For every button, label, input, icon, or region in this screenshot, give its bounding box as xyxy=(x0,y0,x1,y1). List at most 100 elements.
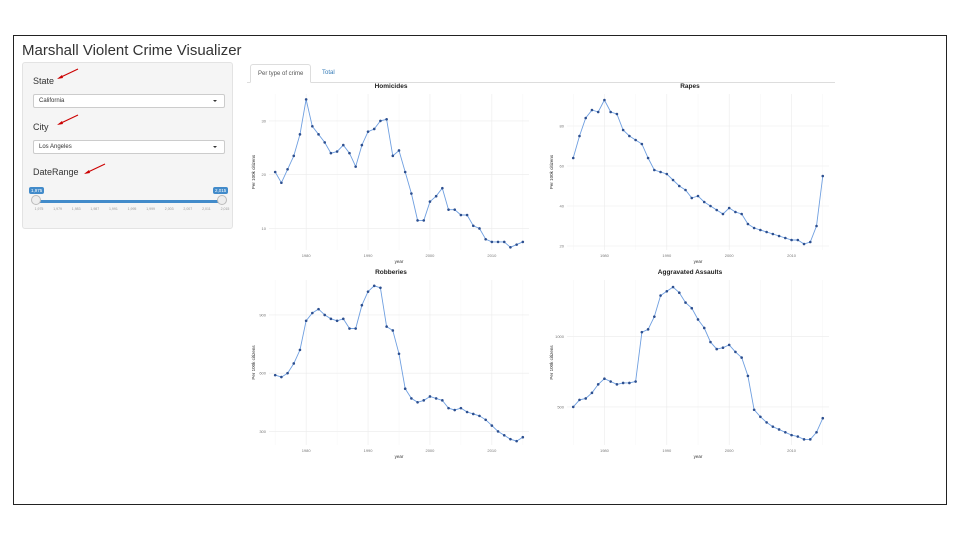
data-point xyxy=(490,424,494,427)
x-axis-label: year xyxy=(694,454,703,459)
data-point xyxy=(341,143,345,147)
city-select[interactable]: Los Angeles xyxy=(33,140,225,154)
data-point xyxy=(385,117,388,121)
tab-total[interactable]: Total xyxy=(322,70,335,76)
chart-svg: 1980 1990 2000 2010 20 40 60 80 year Per 100k cit… xyxy=(549,94,829,264)
data-point xyxy=(621,381,625,385)
data-point xyxy=(465,410,469,414)
x-tick-label: 1990 xyxy=(662,448,672,453)
data-point xyxy=(752,226,756,230)
tab-per-type-of-crime[interactable]: Per type of crime xyxy=(250,64,312,83)
chart-panel: 1980 1990 2000 2010 10 20 30 year Per 100k citiz… xyxy=(247,82,535,265)
annotation-arrow-icon xyxy=(84,163,106,174)
data-point xyxy=(603,98,606,102)
data-point xyxy=(478,227,481,230)
slider-tick-label: 1,987 xyxy=(90,207,100,211)
y-axis-label: Per 100k citizens xyxy=(251,154,256,189)
data-point xyxy=(653,168,656,172)
chart-title: Rapes xyxy=(680,83,700,90)
x-tick-label: 1980 xyxy=(600,253,610,258)
y-tick-label: 30 xyxy=(262,118,267,123)
chart-title: Robberies xyxy=(375,269,407,276)
x-tick-label: 1990 xyxy=(364,448,374,453)
range-min-handle[interactable] xyxy=(31,195,41,205)
data-point xyxy=(348,151,351,155)
data-point xyxy=(634,138,637,142)
x-axis-label: year xyxy=(395,259,404,264)
data-point xyxy=(311,124,314,128)
data-point xyxy=(515,243,518,246)
data-point xyxy=(391,154,395,158)
data-point xyxy=(734,210,737,214)
data-point xyxy=(416,219,419,222)
x-tick-label: 2000 xyxy=(725,253,735,258)
data-point xyxy=(465,213,469,217)
data-point xyxy=(709,340,712,344)
data-point xyxy=(665,289,669,293)
data-point xyxy=(821,174,825,178)
data-point xyxy=(609,380,612,383)
data-point xyxy=(317,133,320,136)
data-point xyxy=(323,313,327,317)
data-point xyxy=(640,330,644,334)
data-point xyxy=(790,433,793,437)
state-select[interactable]: California xyxy=(33,94,225,108)
data-point xyxy=(453,408,457,412)
range-max-handle[interactable] xyxy=(217,195,227,205)
data-point xyxy=(496,430,500,433)
slider-tick-label: 2,007 xyxy=(183,207,193,211)
data-point xyxy=(721,346,725,349)
data-point xyxy=(286,168,289,171)
data-point xyxy=(590,391,594,395)
data-point xyxy=(578,134,581,138)
date-range-slider-track[interactable] xyxy=(36,200,222,203)
data-point xyxy=(280,375,283,379)
data-point xyxy=(484,237,487,241)
data-point xyxy=(434,194,438,198)
data-point xyxy=(596,110,600,114)
data-point xyxy=(292,362,296,365)
data-point xyxy=(422,399,426,402)
data-point xyxy=(702,200,706,204)
data-point xyxy=(496,240,500,244)
data-point xyxy=(677,291,681,294)
city-select-value: Los Angeles xyxy=(39,144,72,150)
data-point xyxy=(815,224,818,228)
data-point xyxy=(459,406,463,410)
data-point xyxy=(459,213,463,217)
data-point xyxy=(696,194,700,198)
data-point xyxy=(759,228,762,232)
x-tick-label: 2010 xyxy=(787,253,797,258)
data-point xyxy=(646,328,650,331)
data-point xyxy=(478,414,481,418)
data-point xyxy=(802,438,806,441)
data-point xyxy=(428,200,432,203)
chart-title: Aggravated Assaults xyxy=(657,269,723,276)
data-point xyxy=(796,238,800,242)
data-point xyxy=(471,224,475,228)
data-point xyxy=(410,192,413,195)
slider-tick-label: 2,011 xyxy=(202,207,211,211)
data-point xyxy=(702,326,706,330)
data-point xyxy=(621,128,625,132)
data-point xyxy=(273,170,277,174)
data-point xyxy=(509,437,512,441)
data-point xyxy=(273,373,277,377)
data-point xyxy=(746,374,750,378)
data-point xyxy=(509,246,512,249)
y-axis-label: Per 100k citizens xyxy=(251,345,256,380)
data-point xyxy=(391,329,395,332)
annotation-arrow-icon xyxy=(57,114,79,125)
data-point xyxy=(790,238,793,242)
data-point xyxy=(379,286,382,290)
data-point xyxy=(329,317,333,321)
data-point xyxy=(777,234,781,238)
data-point xyxy=(354,327,357,330)
x-tick-label: 1980 xyxy=(600,448,610,453)
y-tick-label: 20 xyxy=(560,244,565,249)
data-point xyxy=(584,397,588,400)
y-tick-label: 60 xyxy=(560,164,565,169)
data-point xyxy=(684,188,687,192)
data-point xyxy=(671,285,675,289)
